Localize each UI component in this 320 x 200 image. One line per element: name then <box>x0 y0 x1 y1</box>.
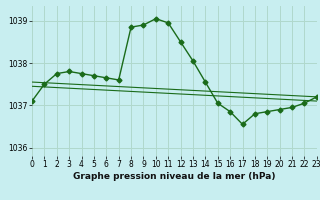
X-axis label: Graphe pression niveau de la mer (hPa): Graphe pression niveau de la mer (hPa) <box>73 172 276 181</box>
